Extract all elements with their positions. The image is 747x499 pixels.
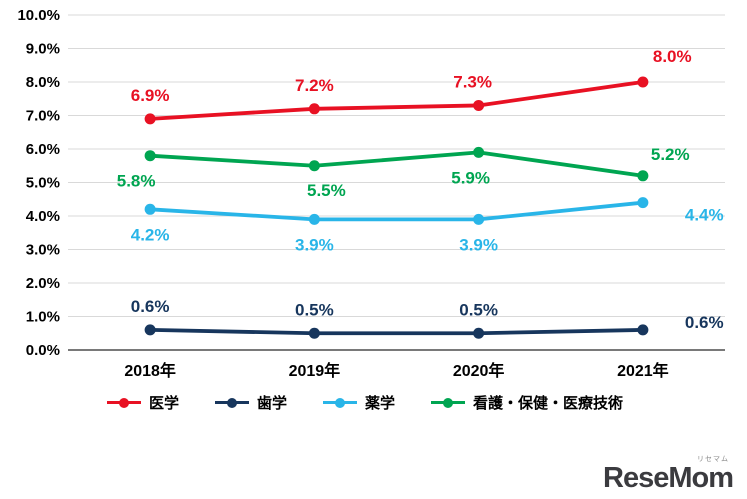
y-tick-label: 2.0% <box>26 275 60 292</box>
chart-legend: 医学 歯学 薬学 看護・保健・医療技術 <box>30 392 700 413</box>
data-label: 5.2% <box>651 145 690 164</box>
y-tick-label: 7.0% <box>26 108 60 125</box>
legend-item: 歯学 <box>214 392 287 413</box>
x-tick-label: 2018年 <box>124 361 176 380</box>
data-point <box>144 203 156 215</box>
data-point <box>637 76 649 88</box>
legend-line-marker-icon <box>431 397 466 408</box>
y-tick-label: 6.0% <box>26 141 60 158</box>
x-tick-label: 2019年 <box>289 361 341 380</box>
y-tick-label: 4.0% <box>26 208 60 225</box>
line-chart: 0.0% 1.0% 2.0% 3.0% 4.0% 5.0% 6.0% 7.0% 8.0% 9.0%… <box>17 7 725 380</box>
legend-item: 看護・保健・医療技術 <box>431 392 623 413</box>
data-point <box>637 170 649 182</box>
data-point <box>637 197 649 209</box>
data-point <box>308 103 320 115</box>
logo-ruby-text: リセマム <box>697 456 729 463</box>
data-label: 0.6% <box>131 297 170 316</box>
logo-word: ReseMom <box>603 462 734 494</box>
series-line-看護・保健・医療技術 <box>148 150 645 178</box>
data-label: 4.2% <box>131 225 170 244</box>
data-point <box>308 327 320 339</box>
legend-line-marker-icon <box>323 397 357 408</box>
legend-label: 歯学 <box>256 395 287 412</box>
data-point <box>473 327 485 339</box>
data-point <box>473 146 485 158</box>
y-tick-label: 0.0% <box>26 342 60 359</box>
data-label: 5.5% <box>307 181 346 200</box>
y-tick-label: 1.0% <box>26 309 60 326</box>
y-tick-label: 9.0% <box>26 41 60 58</box>
data-label: 5.8% <box>117 172 156 191</box>
data-label: 8.0% <box>653 47 692 66</box>
series-line-薬学 <box>148 200 645 222</box>
data-point <box>144 150 156 162</box>
y-tick-label: 8.0% <box>26 74 60 91</box>
legend-label: 医学 <box>148 395 179 412</box>
data-point <box>637 324 649 336</box>
legend-label: 看護・保健・医療技術 <box>473 395 624 412</box>
data-label: 3.9% <box>459 235 498 254</box>
legend-item: 薬学 <box>323 392 395 413</box>
data-label: 0.5% <box>459 300 498 319</box>
data-point <box>473 213 485 225</box>
data-point <box>144 113 156 125</box>
x-tick-label: 2021年 <box>617 361 669 380</box>
y-tick-label: 3.0% <box>26 242 60 259</box>
data-label: 0.6% <box>685 313 724 332</box>
data-point <box>144 324 156 336</box>
legend-label: 薬学 <box>365 395 396 412</box>
data-label: 6.9% <box>131 86 170 105</box>
data-point <box>473 99 485 111</box>
legend-item: 医学 <box>106 392 179 413</box>
data-label: 4.4% <box>685 206 724 225</box>
legend-line-marker-icon <box>214 397 249 408</box>
data-point <box>308 213 320 225</box>
x-tick-label: 2020年 <box>453 361 505 380</box>
y-tick-label: 10.0% <box>17 7 60 24</box>
data-point <box>308 160 320 172</box>
data-label: 7.2% <box>295 76 334 95</box>
resemom-logo: リセマム ReseMom <box>603 456 734 494</box>
data-label: 7.3% <box>453 72 492 91</box>
data-label: 0.5% <box>295 300 334 319</box>
series-line-医学 <box>148 80 645 121</box>
legend-line-marker-icon <box>106 397 141 408</box>
series-line-歯学 <box>148 327 645 336</box>
y-tick-label: 5.0% <box>26 175 60 192</box>
data-label: 3.9% <box>295 235 334 254</box>
data-label: 5.9% <box>451 168 490 187</box>
